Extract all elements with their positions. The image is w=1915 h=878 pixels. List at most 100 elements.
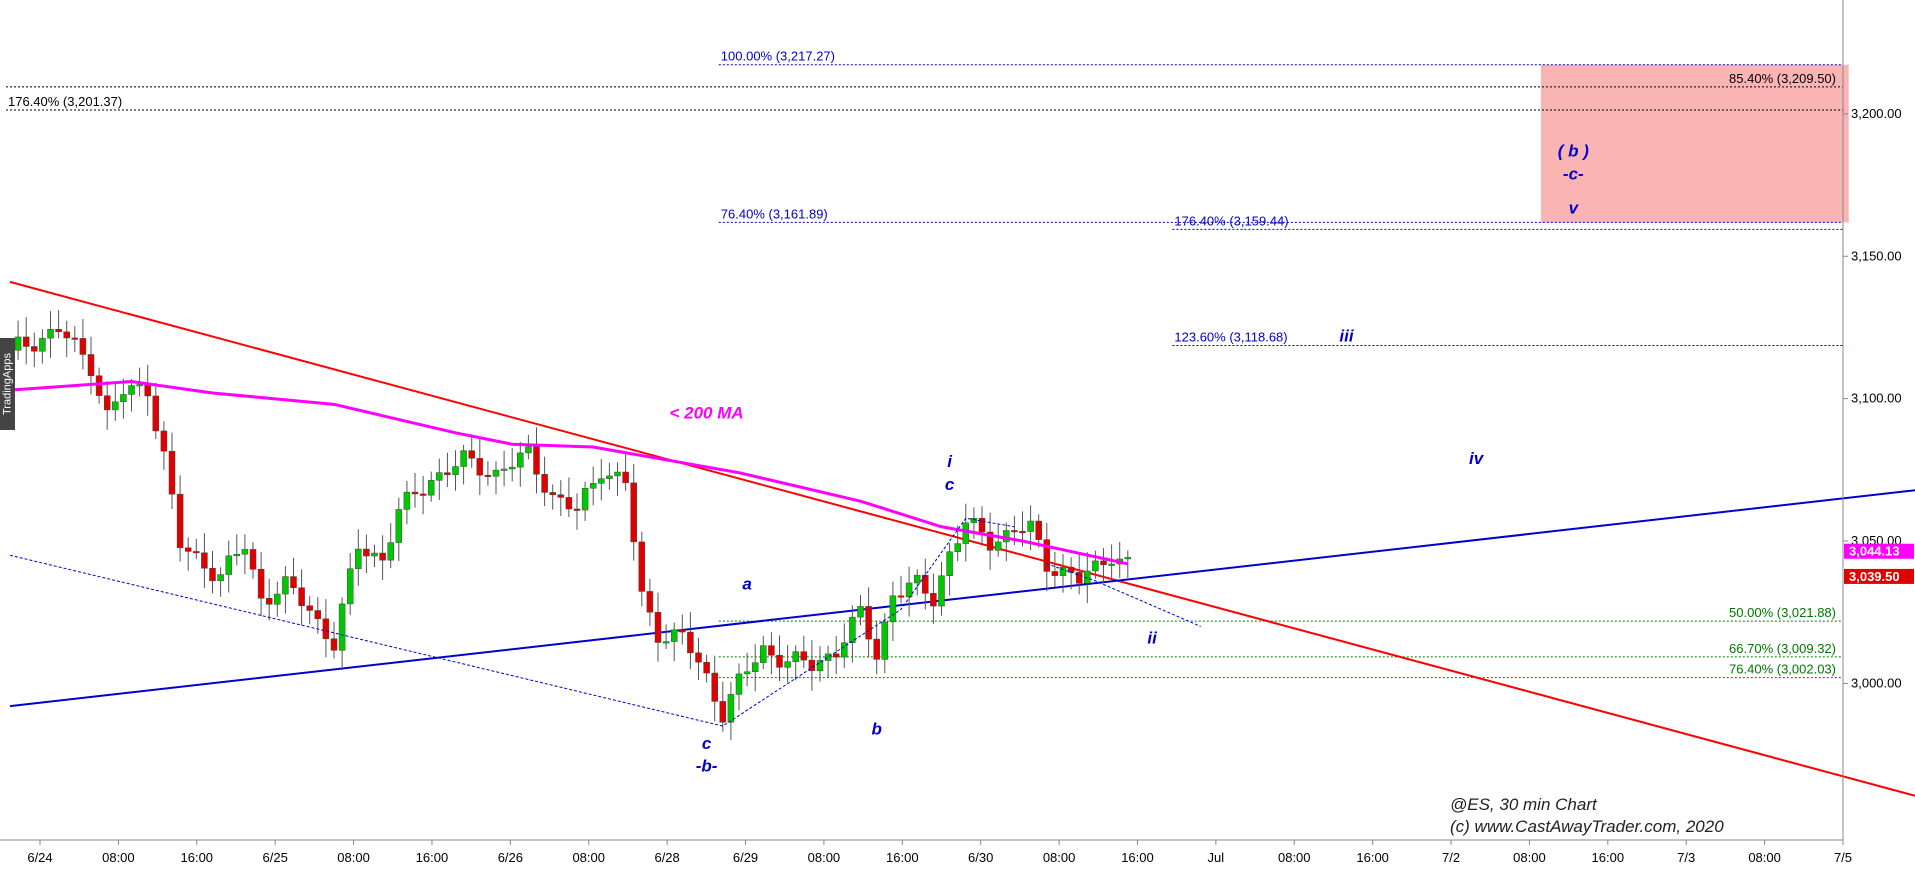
candle-body bbox=[873, 638, 880, 660]
candle-body bbox=[249, 549, 257, 570]
red-trendline bbox=[9, 280, 1915, 797]
candle-body bbox=[468, 450, 475, 459]
candle-body bbox=[922, 574, 929, 594]
y-tick-label: 3,100.00 bbox=[1851, 391, 1902, 406]
candle-body bbox=[622, 471, 629, 484]
candle-body bbox=[322, 618, 330, 639]
watermark-text: @ES, 30 min Chart bbox=[1450, 795, 1598, 814]
candle-body bbox=[654, 612, 662, 643]
candle-body bbox=[711, 672, 718, 702]
candle-body bbox=[282, 576, 289, 595]
candle-body bbox=[970, 518, 978, 524]
candle-body bbox=[193, 551, 200, 554]
wave-annotation: ii bbox=[1147, 629, 1158, 648]
candle-body bbox=[525, 446, 532, 454]
x-tick-label: 7/5 bbox=[1834, 850, 1852, 865]
candle-body bbox=[14, 336, 22, 351]
x-tick-label: 08:00 bbox=[1748, 850, 1781, 865]
wave-annotation: i bbox=[947, 452, 953, 471]
candle-body bbox=[427, 480, 435, 496]
candle-body bbox=[1075, 572, 1083, 584]
x-tick-label: 08:00 bbox=[1513, 850, 1546, 865]
candle-body bbox=[492, 469, 500, 477]
candle-body bbox=[152, 395, 160, 432]
candle-body bbox=[1108, 563, 1115, 566]
candle-body bbox=[857, 606, 864, 618]
candle-body bbox=[978, 518, 986, 533]
candle-body bbox=[581, 488, 589, 511]
fib-label: 85.40% (3,209.50) bbox=[1729, 71, 1836, 86]
candle-body bbox=[703, 661, 710, 674]
candle-body bbox=[1100, 560, 1107, 565]
candle-body bbox=[695, 652, 702, 663]
candle-body bbox=[355, 548, 362, 569]
candle-body bbox=[598, 478, 605, 484]
candle-body bbox=[719, 701, 727, 723]
candle-body bbox=[1059, 566, 1067, 576]
target-zone bbox=[1540, 64, 1849, 223]
wave-annotation: c bbox=[945, 475, 955, 494]
candle-body bbox=[824, 653, 832, 661]
candle-body bbox=[670, 629, 678, 642]
x-tick-label: 16:00 bbox=[1592, 850, 1625, 865]
candle-body bbox=[476, 458, 484, 476]
candle-body bbox=[346, 568, 354, 605]
candle-body bbox=[954, 543, 961, 552]
candle-body bbox=[1019, 531, 1026, 534]
candle-body bbox=[897, 595, 905, 598]
x-tick-label: 08:00 bbox=[808, 850, 841, 865]
candle-body bbox=[589, 483, 597, 489]
candle-body bbox=[87, 354, 95, 376]
wave-annotation: -c- bbox=[1563, 164, 1584, 183]
candle-body bbox=[47, 329, 54, 339]
candle-body bbox=[938, 575, 945, 607]
candle-body bbox=[395, 509, 403, 543]
x-tick-label: 08:00 bbox=[1278, 850, 1311, 865]
candle-body bbox=[484, 474, 492, 477]
x-tick-label: 7/2 bbox=[1442, 850, 1460, 865]
candle-body bbox=[436, 472, 443, 481]
tradingapps-side-tab[interactable]: TradingApps bbox=[0, 338, 15, 430]
candle-body bbox=[1067, 566, 1075, 573]
candle-body bbox=[1011, 530, 1018, 533]
candle-body bbox=[646, 591, 654, 613]
candle-body bbox=[95, 375, 103, 396]
candle-body bbox=[930, 593, 937, 607]
wave-annotation: -b- bbox=[696, 757, 718, 776]
candle-body bbox=[363, 548, 370, 557]
candle-body bbox=[687, 631, 694, 654]
fib-label: 50.00% (3,021.88) bbox=[1729, 605, 1836, 620]
candle-body bbox=[330, 638, 338, 651]
candle-body bbox=[460, 450, 467, 467]
candle-body bbox=[209, 568, 216, 582]
candle-body bbox=[1035, 520, 1042, 540]
candle-body bbox=[274, 593, 281, 605]
fib-label: 100.00% (3,217.27) bbox=[721, 49, 835, 64]
candle-body bbox=[784, 661, 791, 668]
fib-label: 123.60% (3,118.68) bbox=[1174, 329, 1287, 344]
candle-body bbox=[160, 430, 168, 452]
x-tick-label: 6/26 bbox=[498, 850, 523, 865]
candle-body bbox=[184, 547, 192, 552]
price-tag-label: 3,039.50 bbox=[1849, 569, 1900, 584]
candle-body bbox=[371, 552, 378, 557]
x-tick-label: 6/25 bbox=[263, 850, 288, 865]
candle-body bbox=[257, 569, 265, 599]
candle-body bbox=[962, 522, 970, 544]
candle-body bbox=[31, 346, 38, 352]
candle-body bbox=[144, 384, 151, 397]
candle-body bbox=[751, 662, 759, 672]
candle-body bbox=[946, 551, 953, 576]
candle-body bbox=[39, 337, 46, 352]
wave-annotation: v bbox=[1569, 199, 1580, 218]
candle-body bbox=[913, 574, 921, 584]
candle-body bbox=[565, 497, 573, 510]
candle-body bbox=[225, 555, 232, 575]
candle-body bbox=[630, 482, 637, 543]
candle-body bbox=[881, 621, 889, 660]
x-tick-label: 16:00 bbox=[1121, 850, 1154, 865]
wave-annotation: a bbox=[742, 574, 751, 593]
x-tick-label: 08:00 bbox=[572, 850, 605, 865]
